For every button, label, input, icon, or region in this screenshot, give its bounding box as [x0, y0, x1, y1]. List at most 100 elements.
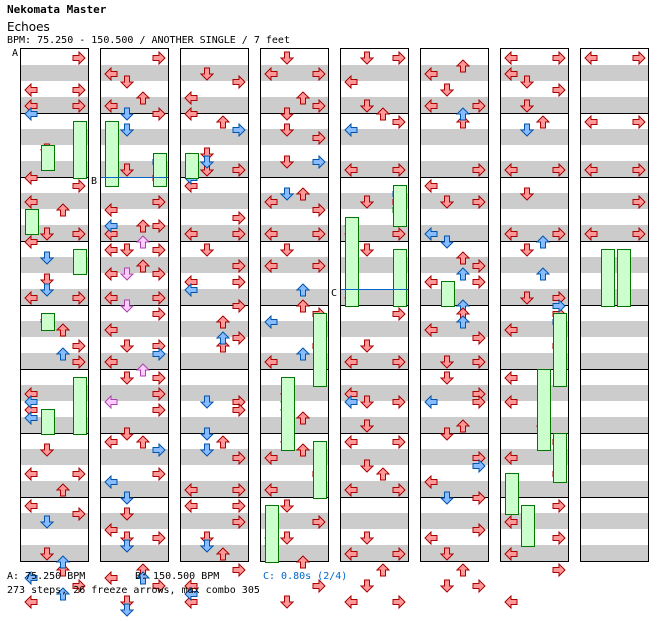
measure-line	[581, 369, 648, 370]
right-arrow-icon	[232, 330, 246, 346]
right-arrow-icon	[72, 178, 86, 194]
right-arrow-icon	[232, 498, 246, 514]
right-arrow-icon	[232, 450, 246, 466]
down-arrow-icon	[39, 514, 55, 529]
up-arrow-icon	[55, 346, 71, 361]
down-arrow-icon	[359, 578, 375, 593]
bpm-line-b	[101, 177, 168, 178]
down-arrow-icon	[439, 426, 455, 441]
down-arrow-icon	[279, 122, 295, 137]
right-arrow-icon	[472, 354, 486, 370]
right-arrow-icon	[632, 162, 646, 178]
up-arrow-icon	[295, 410, 311, 425]
right-arrow-icon	[392, 394, 406, 410]
freeze-arrow	[41, 145, 55, 171]
down-arrow-icon	[119, 370, 135, 385]
song-artist: Nekomata Master	[7, 3, 107, 16]
right-arrow-icon	[472, 162, 486, 178]
up-arrow-icon	[215, 314, 231, 329]
right-arrow-icon	[392, 354, 406, 370]
measure-line	[421, 177, 488, 178]
measure-line	[261, 113, 328, 114]
freeze-arrow	[505, 473, 519, 515]
right-arrow-icon	[232, 74, 246, 90]
right-arrow-icon	[232, 482, 246, 498]
measure-line	[21, 241, 88, 242]
right-arrow-icon	[472, 98, 486, 114]
up-arrow-icon	[455, 418, 471, 433]
measure-line	[421, 113, 488, 114]
down-arrow-icon	[439, 578, 455, 593]
up-arrow-icon	[455, 250, 471, 265]
up-arrow-icon	[375, 466, 391, 481]
left-arrow-icon	[424, 274, 438, 290]
left-arrow-icon	[184, 282, 198, 298]
down-arrow-icon	[39, 442, 55, 457]
right-arrow-icon	[152, 346, 166, 362]
down-arrow-icon	[359, 98, 375, 113]
bpm-legend-b: B: 150.500 BPM	[135, 571, 220, 582]
left-arrow-icon	[424, 178, 438, 194]
up-arrow-icon	[455, 266, 471, 281]
left-arrow-icon	[184, 482, 198, 498]
measure-line	[341, 241, 408, 242]
up-arrow-icon	[375, 562, 391, 577]
left-arrow-icon	[344, 394, 358, 410]
left-arrow-icon	[424, 474, 438, 490]
left-arrow-icon	[264, 354, 278, 370]
down-arrow-icon	[359, 458, 375, 473]
down-arrow-icon	[279, 106, 295, 121]
up-arrow-icon	[135, 570, 151, 585]
down-arrow-icon	[439, 354, 455, 369]
measure-line	[21, 177, 88, 178]
freeze-arrow	[73, 377, 87, 435]
left-arrow-icon	[344, 122, 358, 138]
right-arrow-icon	[232, 210, 246, 226]
up-arrow-icon	[135, 362, 151, 377]
right-arrow-icon	[312, 578, 326, 594]
right-arrow-icon	[472, 330, 486, 346]
freeze-arrow	[393, 185, 407, 227]
up-arrow-icon	[295, 186, 311, 201]
right-arrow-icon	[152, 466, 166, 482]
up-arrow-icon	[55, 586, 71, 601]
right-arrow-icon	[312, 202, 326, 218]
left-arrow-icon	[424, 98, 438, 114]
up-arrow-icon	[135, 90, 151, 105]
measure-line	[341, 497, 408, 498]
right-arrow-icon	[72, 290, 86, 306]
down-arrow-icon	[199, 538, 215, 553]
down-arrow-icon	[119, 266, 135, 281]
measure-line	[501, 433, 568, 434]
left-arrow-icon	[24, 466, 38, 482]
right-arrow-icon	[152, 530, 166, 546]
left-arrow-icon	[264, 482, 278, 498]
down-arrow-icon	[519, 290, 535, 305]
left-arrow-icon	[104, 354, 118, 370]
measure-line	[341, 433, 408, 434]
down-arrow-icon	[359, 50, 375, 65]
left-arrow-icon	[344, 74, 358, 90]
right-arrow-icon	[232, 258, 246, 274]
left-arrow-icon	[104, 98, 118, 114]
measure-line	[21, 497, 88, 498]
left-arrow-icon	[264, 450, 278, 466]
left-arrow-icon	[344, 482, 358, 498]
measure-line	[261, 305, 328, 306]
left-arrow-icon	[24, 410, 38, 426]
left-arrow-icon	[344, 434, 358, 450]
left-arrow-icon	[584, 50, 598, 66]
up-arrow-icon	[215, 434, 231, 449]
left-arrow-icon	[424, 226, 438, 242]
freeze-arrow	[553, 433, 567, 483]
measure-line	[181, 433, 248, 434]
down-arrow-icon	[359, 530, 375, 545]
down-arrow-icon	[119, 602, 135, 617]
freeze-arrow	[537, 369, 551, 451]
down-arrow-icon	[199, 394, 215, 409]
left-arrow-icon	[424, 66, 438, 82]
right-arrow-icon	[152, 194, 166, 210]
freeze-arrow	[617, 249, 631, 307]
freeze-arrow	[601, 249, 615, 307]
up-arrow-icon	[535, 234, 551, 249]
